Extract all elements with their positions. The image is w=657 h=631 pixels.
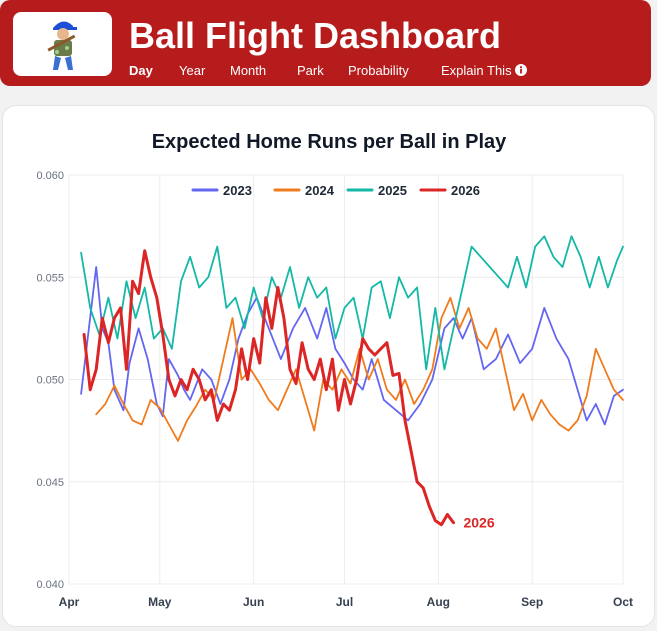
baseball-player-logo-icon [47, 21, 77, 70]
nav-explain-label: Explain This [441, 63, 512, 78]
x-tick-label: Jun [243, 595, 264, 609]
y-tick-label: 0.060 [36, 170, 64, 182]
x-tick-label: Sep [521, 595, 543, 609]
logo[interactable] [13, 12, 112, 76]
x-tick-label: Jul [336, 595, 353, 609]
nav-month[interactable]: Month [230, 63, 267, 78]
nav-probability[interactable]: Probability [348, 63, 409, 78]
x-tick-label: May [148, 595, 172, 609]
series-line-2025 [80, 235, 624, 371]
legend-label-2024[interactable]: 2024 [305, 183, 335, 198]
app-header: Ball Flight Dashboard Day Year Month Par… [0, 0, 651, 86]
series-line-2024 [95, 296, 624, 442]
x-tick-label: Apr [59, 595, 80, 609]
chart-legend: 2023 2024 2025 2026 [191, 183, 480, 198]
app-title: Ball Flight Dashboard [129, 15, 502, 56]
legend-label-2023[interactable]: 2023 [223, 183, 252, 198]
nav-year[interactable]: Year [179, 63, 206, 78]
chart-series [80, 235, 624, 527]
x-tick-label: Oct [613, 595, 633, 609]
legend-label-2025[interactable]: 2025 [378, 183, 407, 198]
x-axis: Apr May Jun Jul Aug Sep Oct [59, 595, 633, 609]
nav-explain-this[interactable]: Explain This [441, 62, 527, 80]
series-line-2026 [82, 249, 455, 527]
y-tick-label: 0.055 [36, 272, 64, 284]
y-axis: 0.040 0.045 0.050 0.055 0.060 [36, 170, 64, 591]
nav-day[interactable]: Day [129, 63, 153, 78]
legend-label-2026[interactable]: 2026 [451, 183, 480, 198]
y-tick-label: 0.050 [36, 375, 64, 387]
y-tick-label: 0.040 [36, 579, 64, 591]
chart-grid [68, 174, 624, 585]
nav-park[interactable]: Park [297, 63, 324, 78]
series-end-label-2026: 2026 [463, 515, 494, 531]
x-tick-label: Aug [427, 595, 450, 609]
line-chart: Expected Home Runs per Ball in Play 0.04… [36, 131, 633, 609]
chart-title: Expected Home Runs per Ball in Play [152, 131, 507, 153]
y-tick-label: 0.045 [36, 477, 64, 489]
chart-card: Expected Home Runs per Ball in Play 0.04… [2, 105, 655, 627]
info-icon [514, 64, 527, 76]
